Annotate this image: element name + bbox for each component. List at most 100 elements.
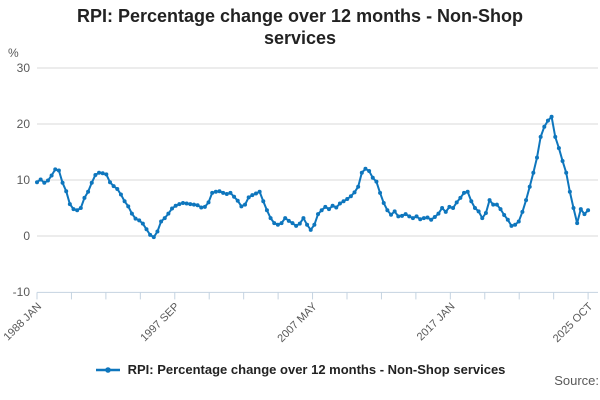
- data-point-marker: [535, 155, 539, 160]
- data-point-marker: [100, 171, 105, 176]
- data-point-marker: [283, 216, 288, 221]
- data-point-marker: [345, 197, 350, 202]
- data-point-marker: [524, 198, 529, 203]
- data-point-marker: [538, 134, 543, 139]
- data-point-marker: [166, 211, 171, 216]
- data-point-marker: [111, 184, 116, 189]
- y-tick-label: 0: [23, 229, 30, 243]
- data-point-marker: [104, 172, 109, 177]
- data-point-marker: [399, 213, 404, 218]
- data-point-marker: [133, 216, 138, 221]
- data-point-marker: [527, 184, 532, 189]
- data-point-marker: [407, 214, 412, 219]
- data-point-marker: [319, 208, 324, 213]
- data-point-marker: [264, 208, 269, 213]
- data-point-marker: [257, 189, 262, 194]
- data-point-marker: [367, 169, 372, 174]
- data-point-marker: [421, 216, 426, 221]
- data-point-marker: [462, 190, 467, 195]
- data-point-marker: [370, 175, 375, 180]
- data-point-marker: [575, 221, 580, 226]
- data-point-marker: [290, 221, 295, 226]
- data-point-marker: [75, 208, 80, 213]
- data-point-marker: [505, 217, 510, 222]
- data-point-marker: [323, 204, 328, 209]
- data-point-marker: [191, 202, 196, 207]
- data-point-marker: [151, 235, 156, 240]
- data-point-marker: [334, 205, 339, 210]
- data-point-marker: [556, 146, 561, 151]
- x-tick-label: 2007 MAY: [275, 300, 320, 345]
- data-point-marker: [458, 195, 463, 200]
- data-point-marker: [137, 218, 142, 223]
- data-point-marker: [195, 203, 200, 208]
- data-point-marker: [268, 216, 273, 221]
- data-point-marker: [337, 201, 342, 206]
- data-point-marker: [210, 190, 215, 195]
- data-point-marker: [305, 222, 310, 227]
- x-tick-label: 2025 OCT: [551, 300, 596, 345]
- data-point-marker: [107, 180, 112, 185]
- data-point-marker: [498, 207, 503, 212]
- data-point-marker: [429, 217, 434, 222]
- data-point-marker: [294, 223, 299, 228]
- data-point-marker: [93, 172, 98, 177]
- data-point-marker: [301, 216, 306, 221]
- data-point-marker: [38, 177, 43, 182]
- data-point-marker: [82, 195, 87, 200]
- data-point-marker: [403, 212, 408, 217]
- data-point-marker: [148, 232, 153, 237]
- data-point-marker: [356, 184, 361, 189]
- data-point-marker: [586, 208, 591, 213]
- data-point-marker: [221, 190, 226, 195]
- data-point-marker: [480, 216, 485, 221]
- data-point-marker: [385, 208, 390, 213]
- data-point-marker: [308, 227, 313, 232]
- legend[interactable]: RPI: Percentage change over 12 months - …: [0, 362, 600, 377]
- data-point-marker: [494, 202, 499, 207]
- y-tick-label: 20: [17, 117, 31, 131]
- data-point-marker: [487, 198, 492, 203]
- data-point-marker: [45, 178, 50, 183]
- x-tick-label: 1988 JAN: [1, 301, 44, 344]
- data-point-marker: [177, 202, 182, 207]
- data-point-marker: [286, 218, 291, 223]
- data-point-marker: [71, 207, 76, 212]
- data-point-marker: [272, 221, 277, 226]
- legend-line-marker-icon: [95, 366, 120, 373]
- data-point-marker: [228, 190, 233, 195]
- data-point-marker: [447, 204, 452, 209]
- data-point-marker: [297, 221, 302, 226]
- data-point-marker: [352, 190, 357, 195]
- data-point-marker: [188, 202, 193, 207]
- data-point-marker: [326, 207, 331, 212]
- data-point-marker: [239, 204, 244, 209]
- data-point-marker: [67, 202, 72, 207]
- data-point-marker: [86, 189, 91, 194]
- data-point-marker: [483, 211, 488, 216]
- data-point-marker: [582, 212, 587, 217]
- data-point-marker: [564, 170, 569, 175]
- data-point-marker: [465, 189, 470, 194]
- data-point-marker: [42, 180, 47, 185]
- chart-title: RPI: Percentage change over 12 months - …: [76, 6, 524, 48]
- data-point-marker: [199, 205, 204, 210]
- data-point-marker: [549, 114, 554, 119]
- data-point-marker: [410, 216, 415, 221]
- data-point-marker: [126, 204, 131, 209]
- data-point-marker: [144, 227, 149, 232]
- data-point-marker: [316, 212, 321, 217]
- data-point-marker: [516, 219, 521, 224]
- data-point-marker: [542, 124, 547, 129]
- data-point-marker: [502, 213, 507, 217]
- data-point-marker: [243, 202, 248, 207]
- data-point-marker: [97, 170, 102, 175]
- x-tick-label: 1997 SEP: [138, 301, 182, 345]
- data-point-marker: [56, 168, 61, 173]
- data-point-marker: [89, 180, 94, 185]
- y-tick-label: 30: [17, 61, 31, 75]
- data-point-marker: [469, 199, 474, 204]
- data-point-marker: [454, 200, 459, 205]
